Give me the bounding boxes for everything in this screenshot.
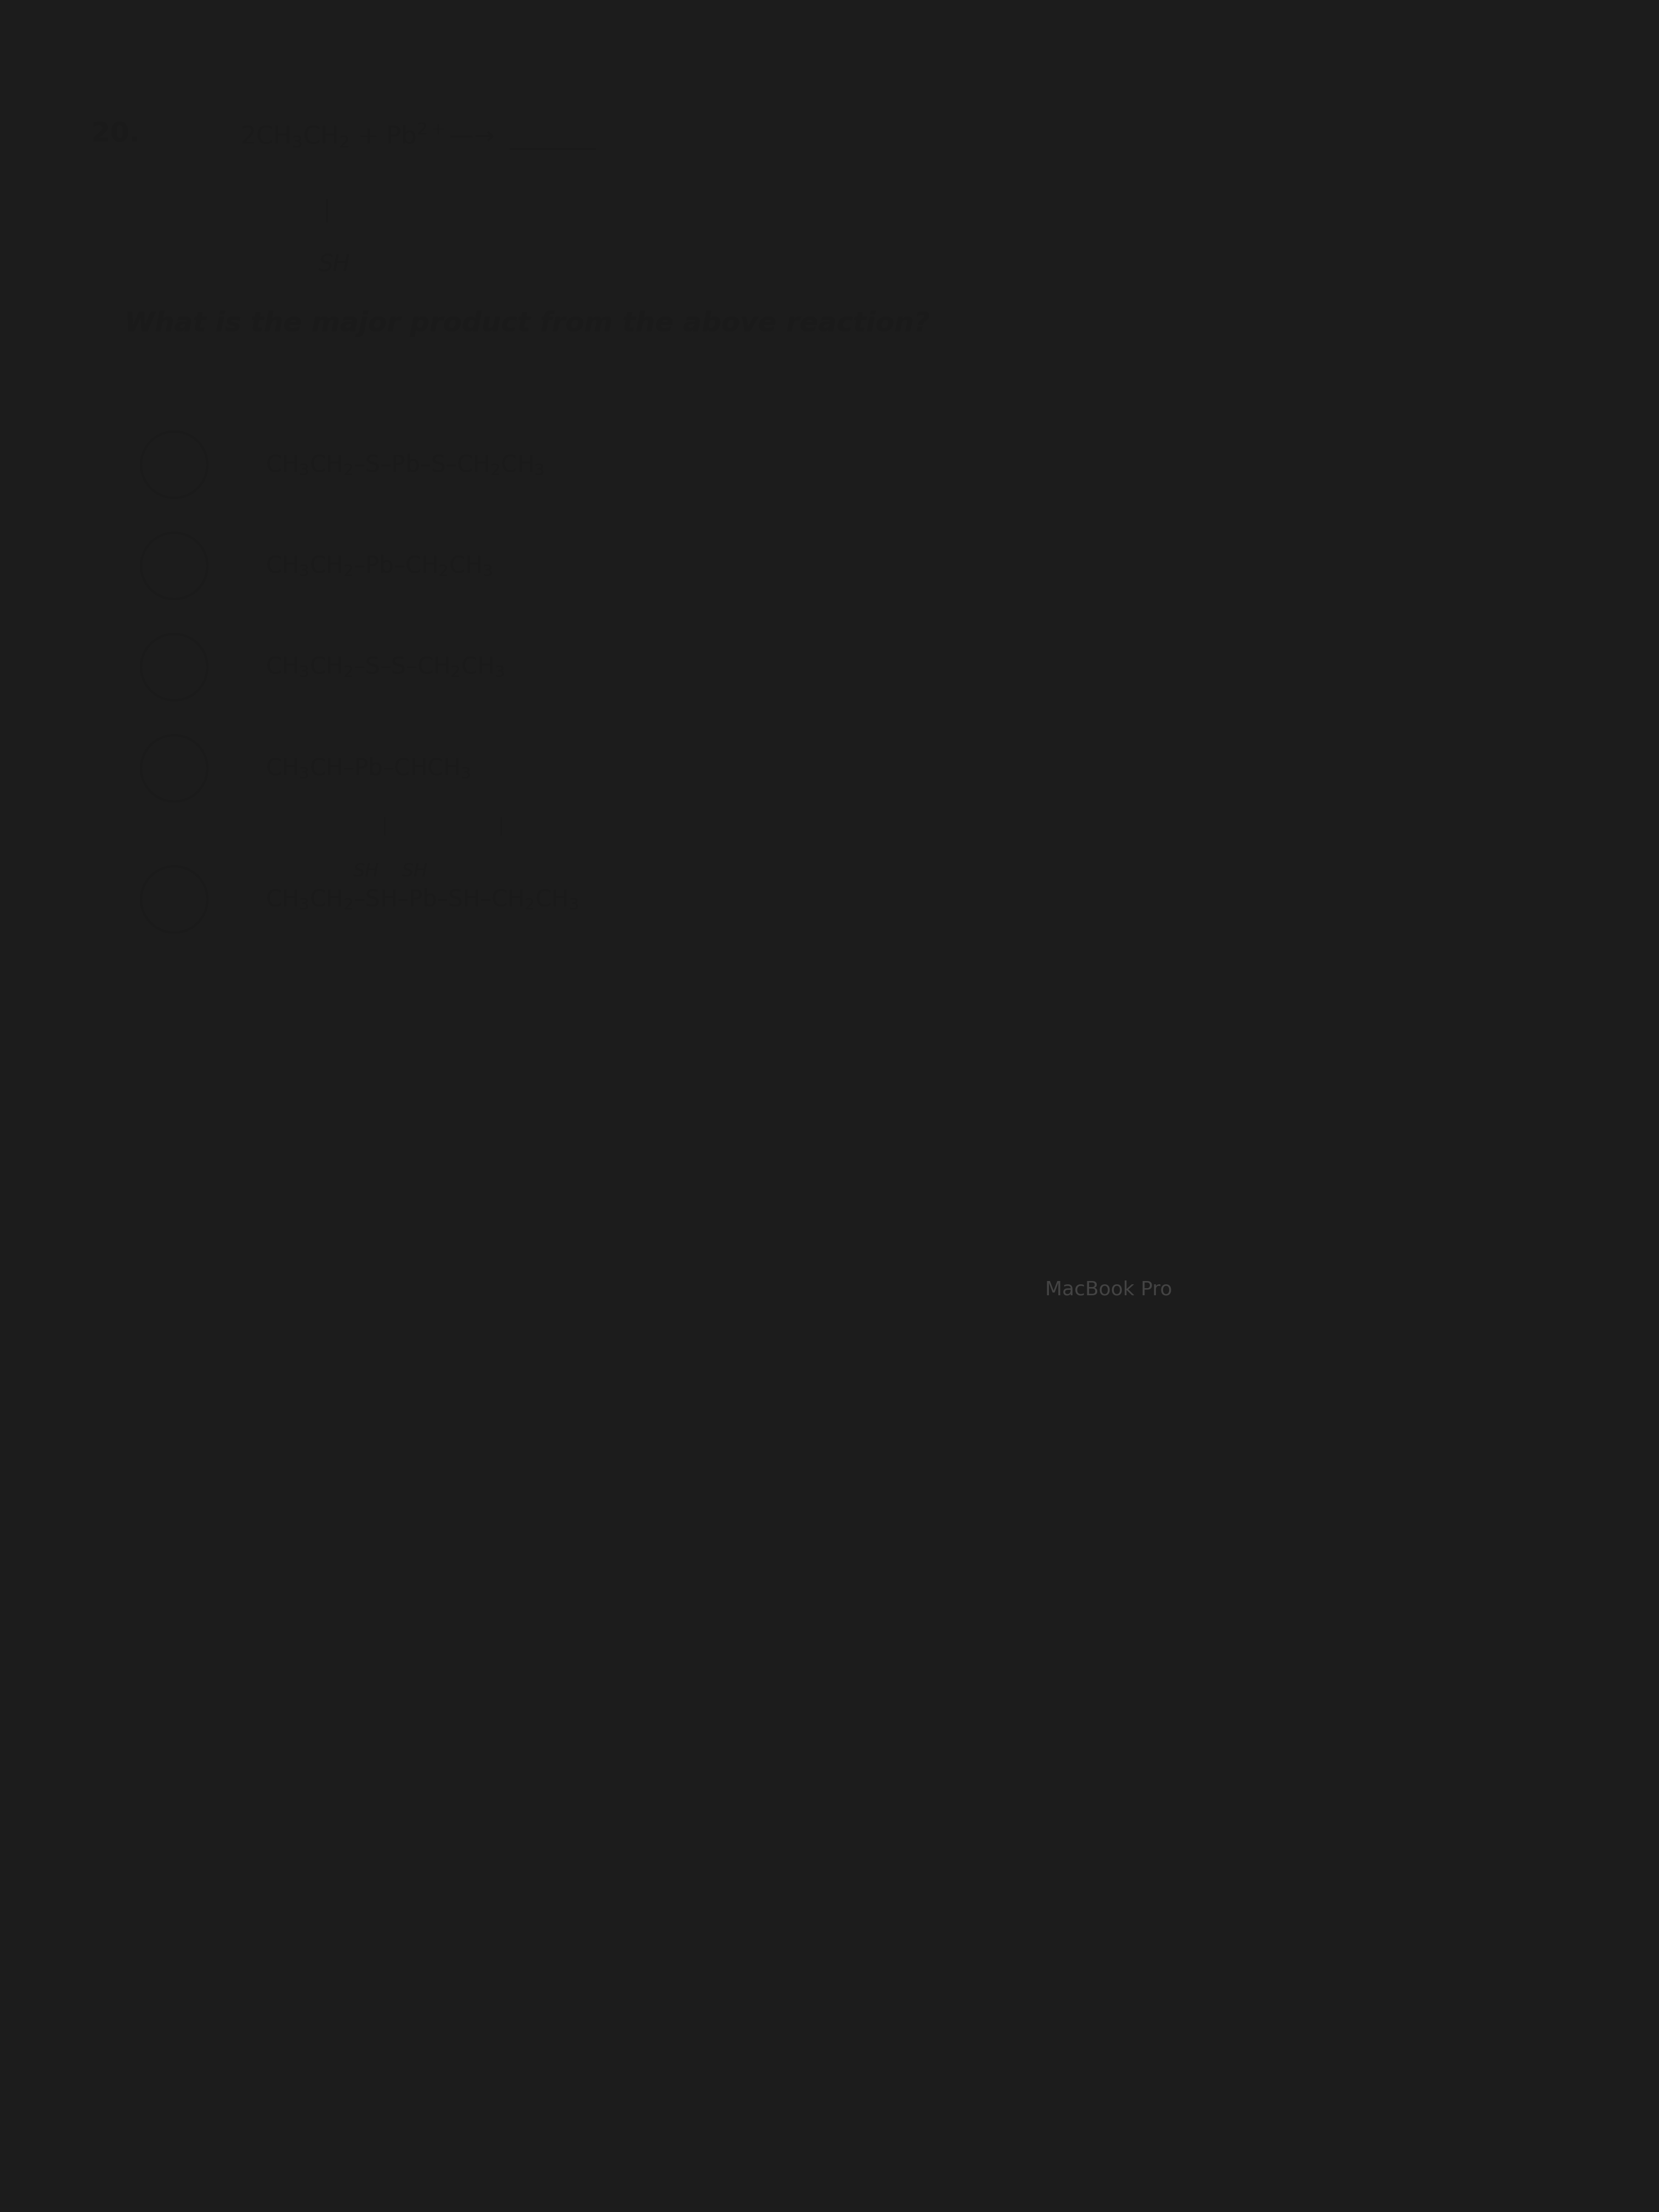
Text: |: | [382, 816, 388, 836]
Text: What is the major product from the above reaction?: What is the major product from the above… [124, 310, 929, 336]
Text: CH$_3$CH$_2$–S–S–CH$_2$CH$_3$: CH$_3$CH$_2$–S–S–CH$_2$CH$_3$ [265, 655, 504, 679]
Text: CH$_3$CH$_2$–Pb–CH$_2$CH$_3$: CH$_3$CH$_2$–Pb–CH$_2$CH$_3$ [265, 553, 493, 577]
Text: |: | [498, 816, 504, 836]
Text: MacBook Pro: MacBook Pro [1045, 1281, 1173, 1298]
Text: CH$_3$CH$_2$–S–Pb–S–CH$_2$CH$_3$: CH$_3$CH$_2$–S–Pb–S–CH$_2$CH$_3$ [265, 453, 544, 476]
Text: CH$_3$CH–Pb–CHCH$_3$: CH$_3$CH–Pb–CHCH$_3$ [265, 757, 469, 781]
Text: SH: SH [319, 252, 350, 276]
Text: 2CH$_3$CH$_2$ + Pb$^{2+}$—→  _______: 2CH$_3$CH$_2$ + Pb$^{2+}$—→ _______ [241, 122, 597, 150]
Text: 20.: 20. [91, 122, 139, 148]
Text: CH$_3$CH$_2$–SH–Pb–SH–CH$_2$CH$_3$: CH$_3$CH$_2$–SH–Pb–SH–CH$_2$CH$_3$ [265, 887, 579, 911]
Text: SH    SH: SH SH [353, 863, 428, 880]
Text: |: | [324, 199, 330, 223]
